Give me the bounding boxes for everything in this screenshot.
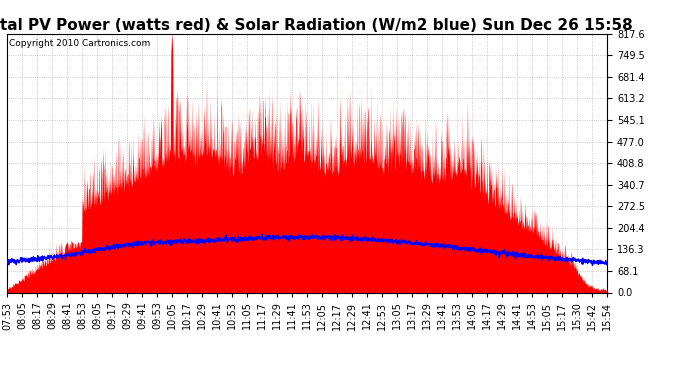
Title: Total PV Power (watts red) & Solar Radiation (W/m2 blue) Sun Dec 26 15:58: Total PV Power (watts red) & Solar Radia… [0, 18, 633, 33]
Text: Copyright 2010 Cartronics.com: Copyright 2010 Cartronics.com [9, 39, 150, 48]
